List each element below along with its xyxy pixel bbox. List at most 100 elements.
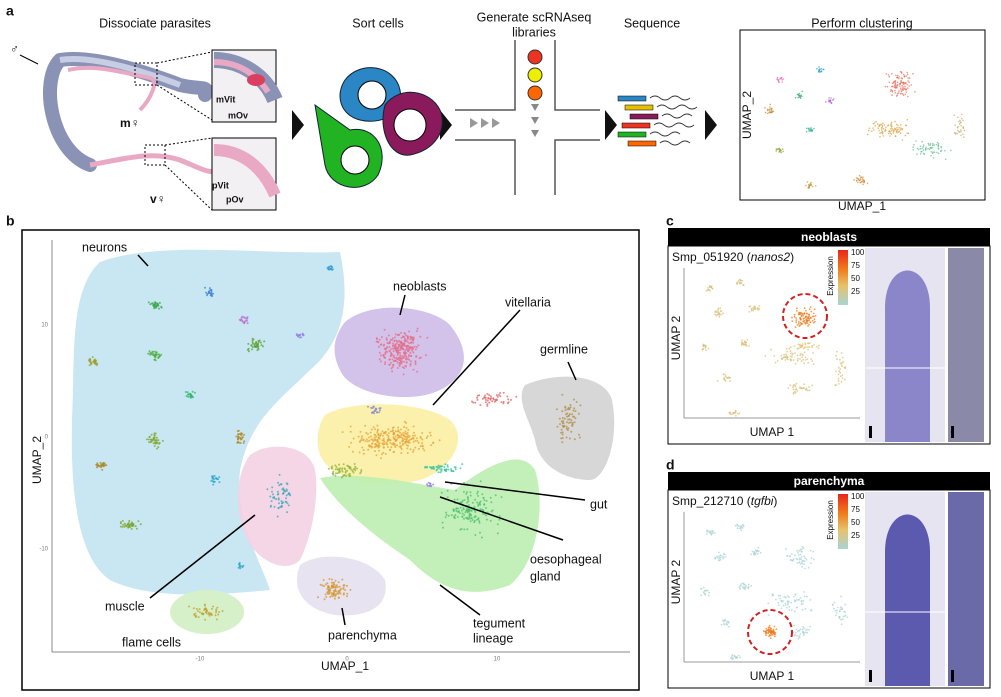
umap-cell — [193, 613, 195, 616]
umap-cell — [811, 130, 813, 133]
umap-cell — [338, 463, 341, 466]
umap-cell — [196, 610, 199, 612]
umap-cell — [389, 448, 392, 451]
umap-cell — [457, 507, 460, 510]
umap-cell — [804, 346, 807, 349]
umap-cell — [500, 496, 503, 499]
umap-cell — [809, 625, 812, 628]
umap-cell — [889, 132, 892, 134]
umap-cell — [711, 287, 714, 290]
umap-cell — [364, 440, 367, 443]
umap-cell — [811, 384, 814, 387]
umap-cell — [894, 135, 897, 137]
umap-cell — [762, 630, 765, 632]
umap-cell — [901, 128, 904, 130]
umap-cell — [807, 325, 809, 327]
umap-cell — [392, 342, 394, 345]
umap-cell — [743, 583, 745, 586]
umap-cell — [284, 500, 287, 503]
umap-cell — [944, 158, 947, 160]
umap-cell — [374, 443, 377, 446]
umap-cell — [801, 565, 803, 568]
umap-cell — [446, 465, 449, 468]
umap-cell — [801, 343, 804, 346]
umap-cell — [904, 85, 906, 88]
umap-cell — [376, 439, 378, 442]
umap-cell — [733, 654, 736, 657]
umap-cell — [786, 350, 788, 353]
umap-cell — [896, 81, 899, 84]
umap-cell — [811, 319, 814, 322]
umap-cell — [793, 624, 795, 627]
umap-cell — [702, 586, 705, 589]
umap-cell — [960, 131, 962, 133]
step-title: Dissociate parasites — [99, 16, 211, 30]
umap-cell — [379, 354, 382, 357]
umap-cell — [717, 307, 720, 310]
umap-cell — [838, 610, 841, 613]
umap-cell — [779, 594, 782, 597]
umap-cell — [489, 395, 492, 398]
umap-cell — [393, 432, 396, 435]
umap-cell — [777, 594, 780, 597]
umap-cell — [801, 548, 803, 551]
umap-cell — [210, 290, 213, 293]
umap-cell — [916, 147, 919, 150]
umap-cell — [250, 344, 253, 347]
umap-cell — [194, 616, 197, 618]
umap-cell — [186, 391, 189, 394]
umap-cell — [720, 313, 722, 316]
umap-cell — [817, 347, 820, 350]
umap-cell — [488, 401, 491, 404]
umap-cell — [811, 360, 814, 362]
umap-cell — [573, 407, 576, 410]
umap-cell — [571, 424, 574, 427]
umap-cell — [810, 562, 812, 564]
umap-cell — [415, 330, 418, 333]
umap-cell — [795, 321, 798, 324]
scale-bar — [951, 426, 954, 438]
umap-cell — [502, 402, 505, 405]
umap-cell — [780, 607, 783, 610]
umap-cell — [368, 445, 370, 447]
umap-cell — [881, 132, 884, 135]
umap-cell — [797, 357, 799, 360]
umap-cell — [803, 634, 805, 637]
umap-cell — [207, 290, 210, 293]
umap-cell — [828, 97, 830, 99]
umap-cell — [737, 280, 740, 282]
umap-cell — [810, 358, 813, 360]
umap-cell — [806, 595, 808, 598]
umap-cell — [922, 145, 925, 148]
colorbar-tick: 100 — [851, 248, 865, 257]
cluster-label: tegument — [473, 616, 526, 630]
umap-cell — [481, 508, 484, 511]
umap-cell — [806, 312, 808, 315]
umap-cell — [341, 431, 344, 434]
umap-cell — [705, 349, 707, 352]
umap-cell — [722, 619, 724, 622]
umap-cell — [767, 602, 770, 605]
umap-cell — [776, 360, 779, 362]
umap-cell — [769, 629, 772, 632]
umap-cell — [800, 360, 803, 363]
axis-label: UMAP_1 — [838, 199, 886, 213]
umap-cell — [962, 127, 965, 130]
umap-cell — [382, 344, 385, 347]
umap-cell — [717, 313, 720, 316]
umap-cell — [241, 565, 244, 568]
umap-cell — [900, 72, 903, 74]
axis-label: UMAP_2 — [30, 436, 44, 484]
umap-cell — [330, 591, 333, 594]
umap-cell — [155, 351, 158, 354]
umap-cell — [729, 376, 731, 379]
umap-cell — [803, 632, 805, 635]
umap-cell — [917, 148, 920, 151]
umap-cell — [404, 357, 407, 360]
umap-cell — [837, 606, 839, 609]
umap-cell — [810, 310, 813, 313]
umap-cell — [334, 586, 337, 589]
umap-cell — [461, 515, 464, 518]
umap-cell — [469, 491, 472, 494]
umap-cell — [99, 461, 102, 464]
